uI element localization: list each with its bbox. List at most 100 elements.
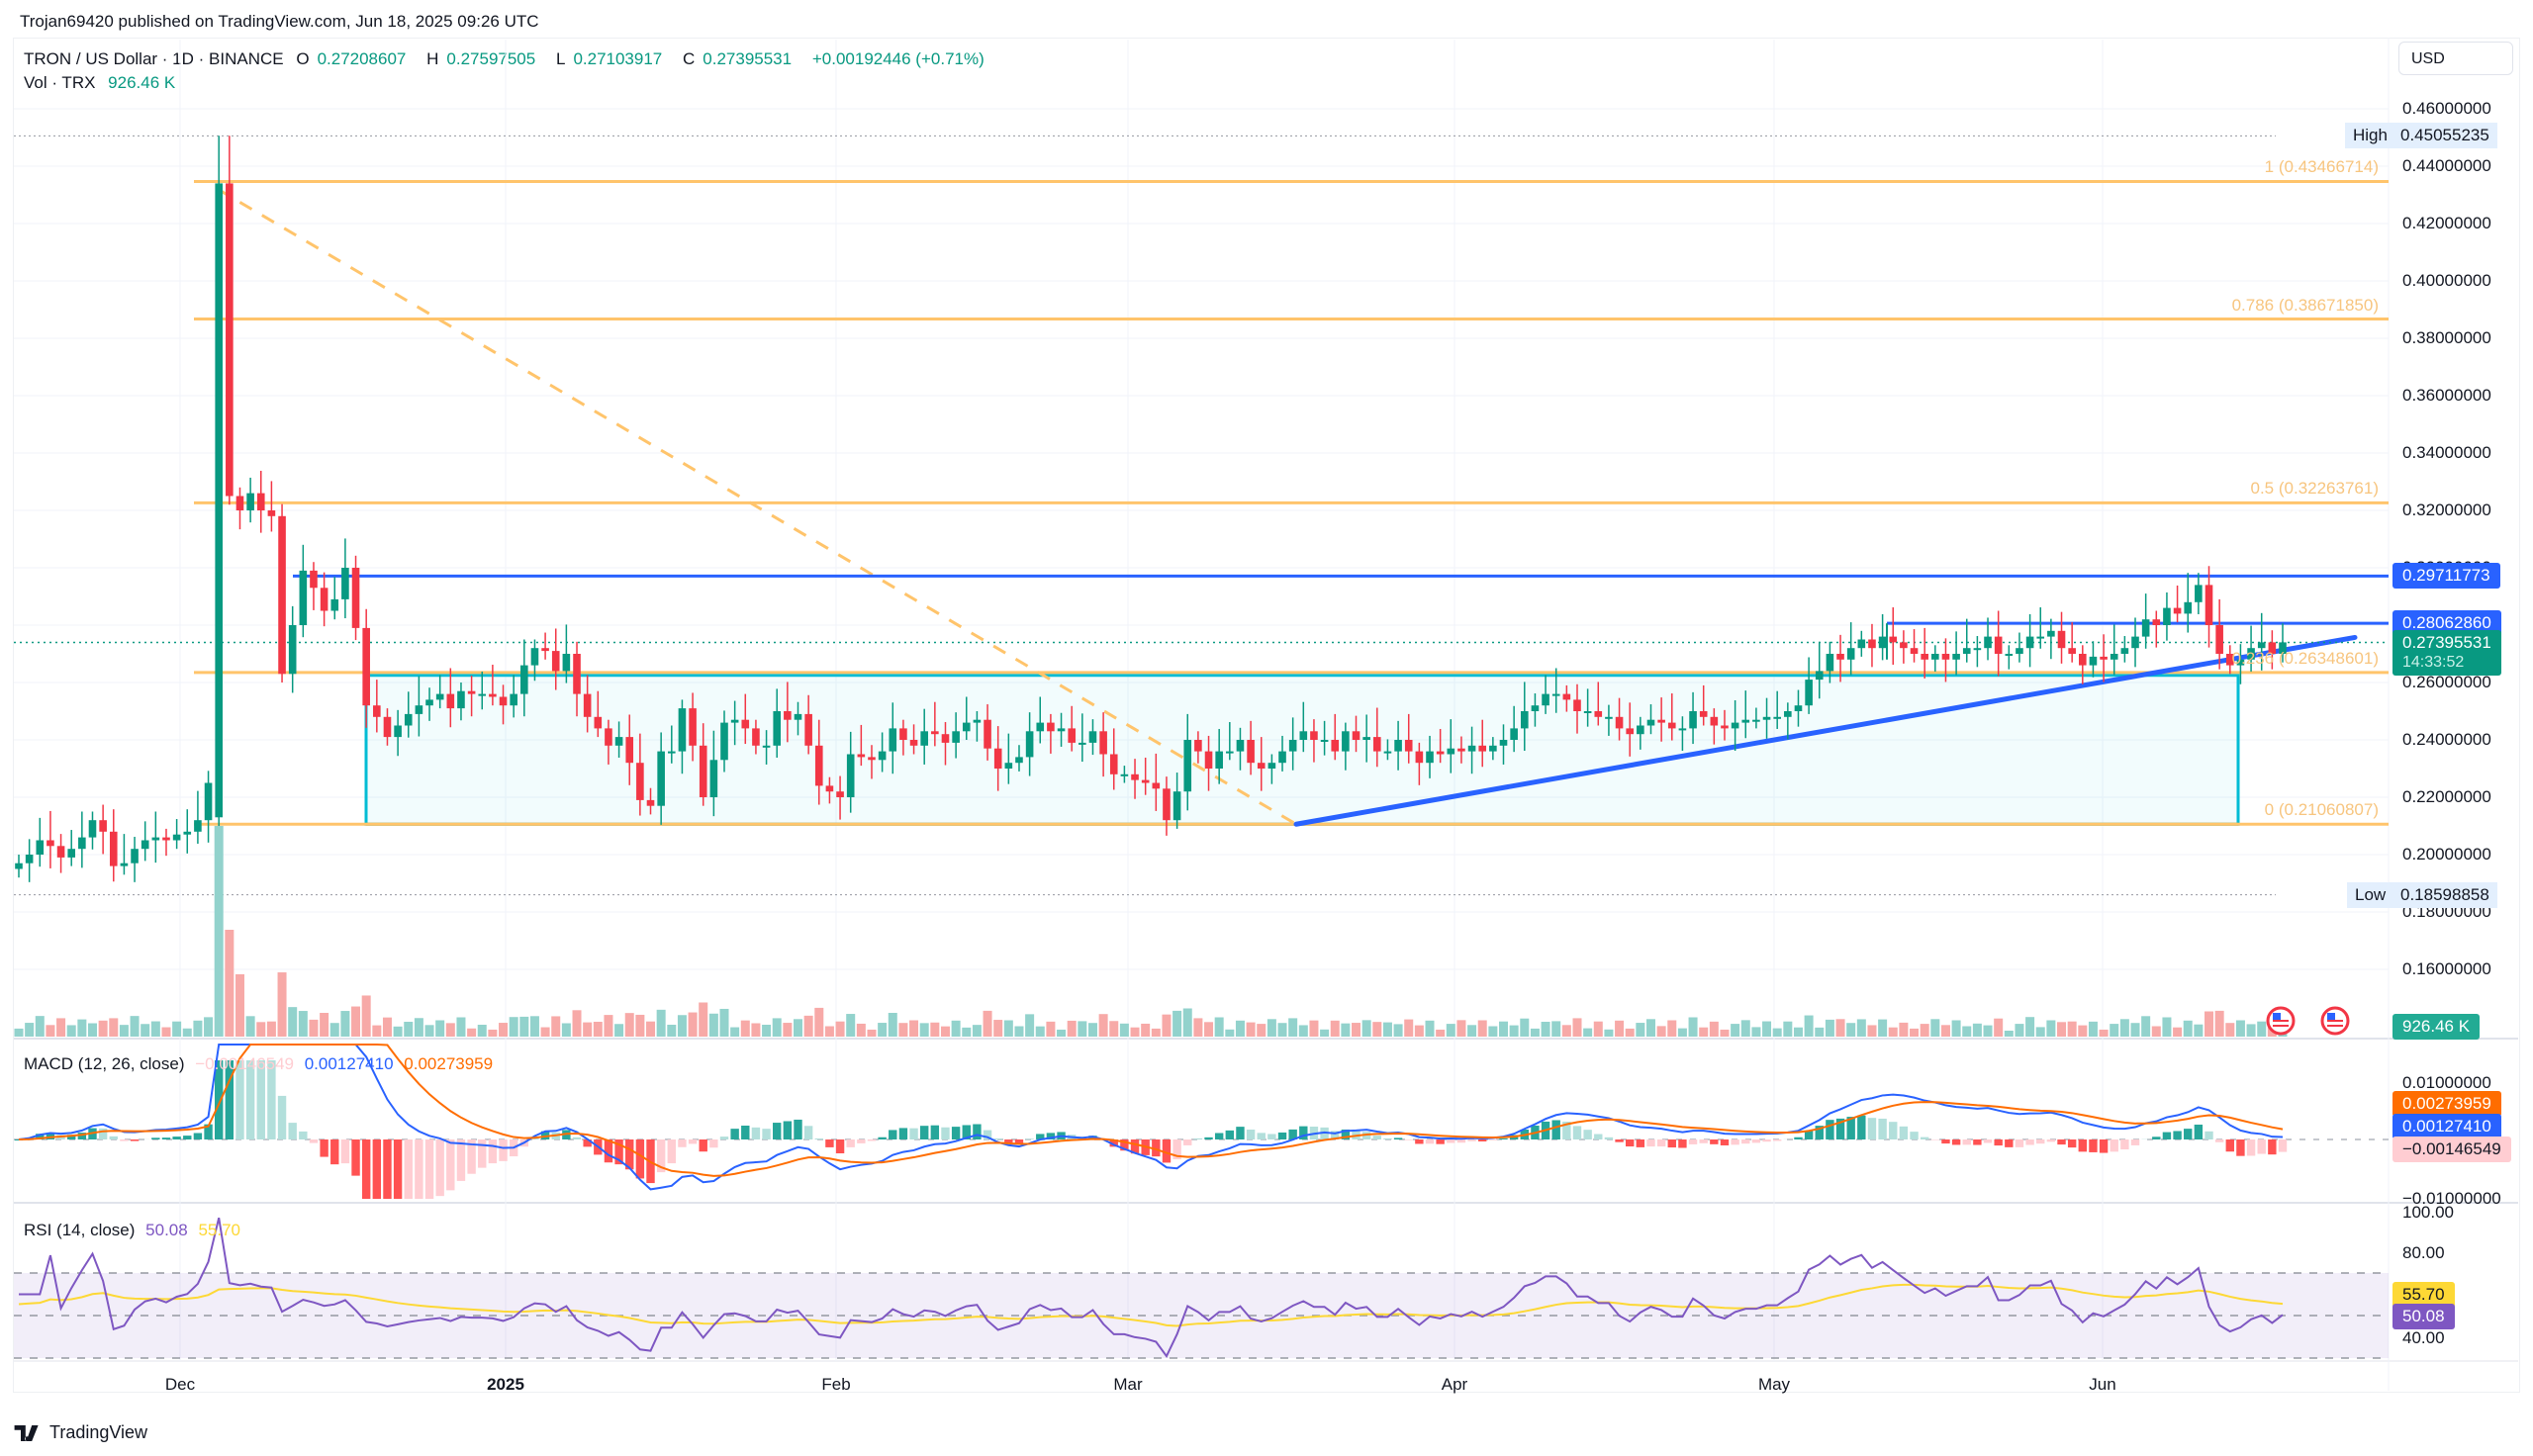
candle-body xyxy=(2068,648,2076,654)
macd-histogram-bar xyxy=(1277,1132,1287,1139)
volume-bar xyxy=(2205,1011,2214,1037)
macd-histogram-bar xyxy=(1372,1136,1381,1139)
us-flag-event-icon[interactable] xyxy=(2320,1006,2350,1036)
macd-histogram-bar xyxy=(424,1139,434,1199)
macd-histogram-bar xyxy=(225,1060,235,1139)
candle-body xyxy=(1131,774,1139,780)
macd-histogram-bar xyxy=(46,1133,55,1139)
candle-body xyxy=(2268,642,2277,654)
tradingview-logo[interactable]: TradingView xyxy=(14,1422,147,1443)
rsi-ma-tag: 55.70 xyxy=(2392,1282,2455,1308)
macd-histogram-bar xyxy=(1478,1139,1487,1141)
candle-body xyxy=(1247,740,1255,764)
volume-bar xyxy=(1983,1025,1993,1037)
macd-histogram-bar xyxy=(1193,1138,1203,1139)
volume-bar xyxy=(488,1029,498,1037)
rsi-title[interactable]: RSI (14, close) xyxy=(24,1221,136,1239)
volume-bar xyxy=(1235,1020,1245,1037)
volume-bar xyxy=(1656,1026,1666,1037)
candle-body xyxy=(404,713,413,726)
candle-body xyxy=(2184,601,2193,614)
candle-body xyxy=(256,493,265,510)
volume-bar xyxy=(1436,1029,1446,1037)
volume-bar xyxy=(1920,1024,1929,1037)
candle-body xyxy=(2025,636,2034,649)
macd-histogram-bar xyxy=(2268,1139,2277,1155)
candle-body xyxy=(1099,731,1107,755)
macd-histogram-bar xyxy=(1572,1126,1582,1139)
volume-bar xyxy=(1878,1019,1888,1037)
candle-body xyxy=(941,734,950,743)
volume-bar xyxy=(1930,1019,1940,1037)
volume-bar xyxy=(1636,1023,1645,1037)
macd-histogram-bar xyxy=(941,1127,950,1139)
volume-bar xyxy=(87,1023,97,1037)
candle-body xyxy=(920,731,928,746)
candle-body xyxy=(2195,585,2203,602)
us-flag-event-icon[interactable] xyxy=(2266,1006,2296,1036)
candle-body xyxy=(846,754,855,797)
macd-histogram-bar xyxy=(109,1136,118,1139)
volume-bar xyxy=(1804,1015,1814,1037)
macd-histogram-bar xyxy=(309,1139,319,1143)
volume-bar xyxy=(2246,1024,2256,1037)
candle-body xyxy=(499,696,508,706)
volume-bar xyxy=(1025,1014,1035,1037)
macd-histogram-bar xyxy=(1467,1139,1476,1141)
volume-bar xyxy=(1677,1028,1687,1037)
candle-body xyxy=(836,791,844,797)
candle-body xyxy=(88,820,97,838)
candle-body xyxy=(1794,705,1803,711)
fib-level-label: 0.236 (0.26348601) xyxy=(2231,648,2379,668)
candle-body xyxy=(1573,699,1581,711)
candle-body xyxy=(709,760,718,797)
volume-bar xyxy=(25,1023,35,1037)
macd-histogram-bar xyxy=(794,1119,802,1139)
candle-body xyxy=(2279,642,2287,654)
volume-bar xyxy=(2057,1022,2067,1037)
volume-bar xyxy=(972,1025,982,1037)
candle-body xyxy=(1994,636,2003,654)
candle-body xyxy=(183,831,192,835)
macd-histogram-bar xyxy=(962,1125,971,1139)
volume-bar xyxy=(551,1016,561,1037)
volume-label[interactable]: Vol · TRX xyxy=(24,73,96,92)
macd-histogram-bar xyxy=(1447,1139,1455,1143)
volume-bar xyxy=(1382,1022,1392,1037)
macd-title[interactable]: MACD (12, 26, close) xyxy=(24,1054,185,1073)
volume-bar xyxy=(1109,1021,1119,1037)
volume-bar xyxy=(266,1021,276,1037)
candle-body xyxy=(1047,722,1055,732)
candle-body xyxy=(2163,607,2171,625)
symbol-title[interactable]: TRON / US Dollar · 1D · BINANCE xyxy=(24,49,284,68)
volume-bar xyxy=(1625,1028,1635,1037)
close-value: 0.27395531 xyxy=(703,49,793,68)
macd-histogram-bar xyxy=(1835,1118,1845,1139)
macd-histogram-bar xyxy=(2214,1139,2224,1142)
volume-bar xyxy=(1246,1022,1256,1037)
macd-histogram-bar xyxy=(1983,1139,1993,1143)
macd-histogram-bar xyxy=(1878,1118,1887,1139)
volume-bar xyxy=(1572,1018,1582,1037)
macd-histogram-bar xyxy=(1204,1137,1213,1139)
candle-body xyxy=(699,745,707,797)
candle-body xyxy=(425,699,433,706)
volume-bar xyxy=(2130,1023,2140,1037)
rsi-ma-line xyxy=(18,1283,2284,1327)
macd-histogram-bar xyxy=(846,1139,855,1147)
currency-button[interactable]: USD xyxy=(2398,42,2513,75)
volume-bar xyxy=(1867,1025,1877,1037)
macd-histogram-bar xyxy=(878,1137,887,1139)
volume-tag: 926.46 K xyxy=(2392,1014,2481,1040)
volume-bar xyxy=(509,1017,518,1037)
candle-body xyxy=(1036,722,1045,732)
macd-histogram-bar xyxy=(1456,1139,1466,1143)
candle-body xyxy=(467,690,476,694)
volume-bar xyxy=(477,1025,487,1037)
volume-bar xyxy=(1994,1018,2004,1037)
volume-bar xyxy=(2225,1023,2235,1037)
candle-body xyxy=(2215,625,2223,654)
volume-bar xyxy=(1035,1026,1045,1037)
candle-body xyxy=(2016,648,2023,654)
